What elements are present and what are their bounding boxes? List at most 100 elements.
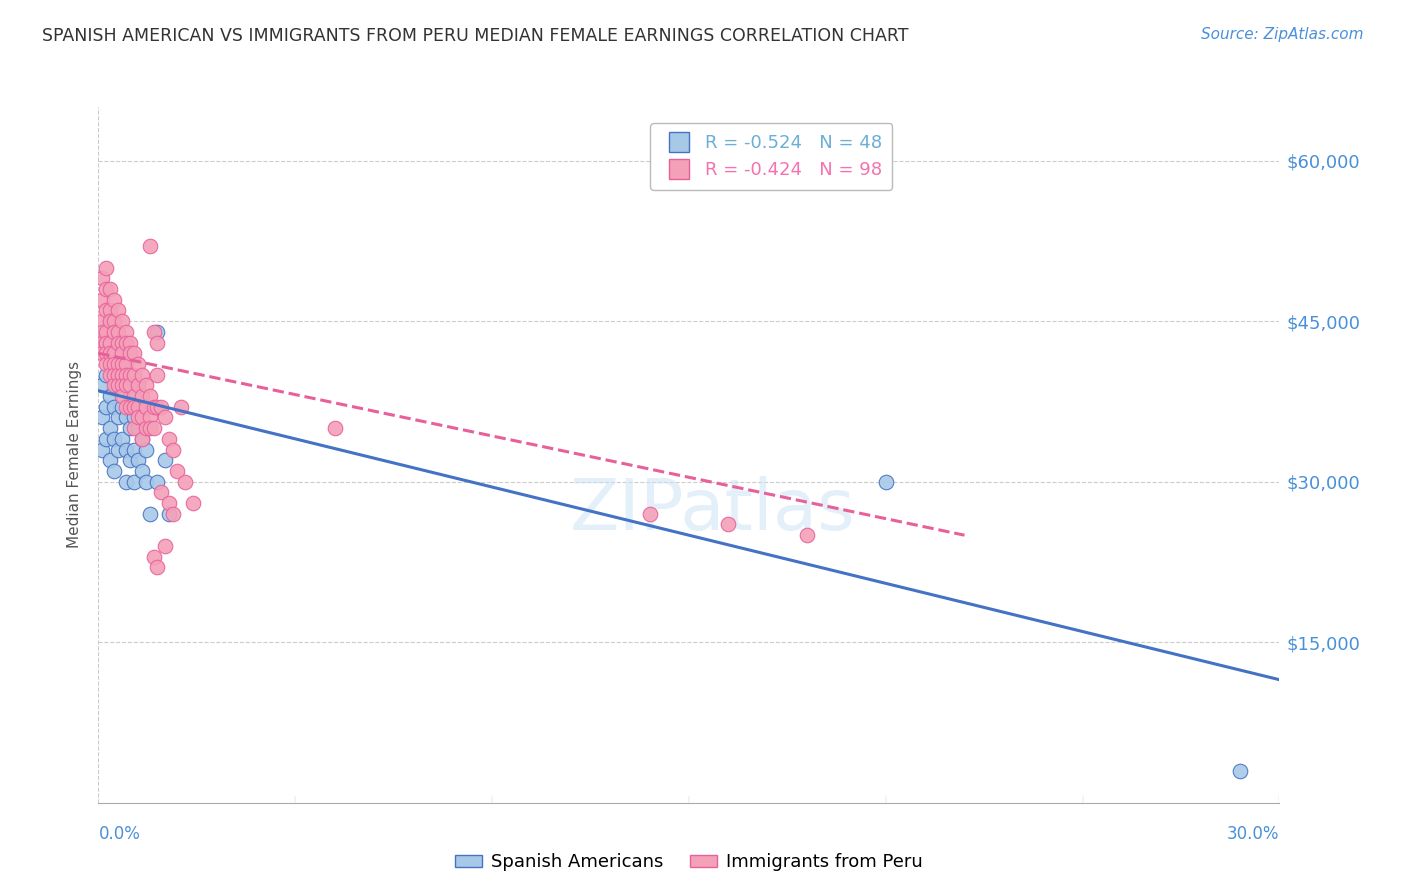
Point — [98, 453, 121, 467]
Point — [98, 314, 121, 328]
Point — [1229, 764, 1251, 778]
Point — [115, 442, 138, 457]
Point — [111, 357, 134, 371]
Point — [127, 421, 149, 435]
Point — [638, 507, 661, 521]
Point — [96, 346, 118, 360]
Point — [111, 357, 134, 371]
Point — [127, 357, 149, 371]
Point — [111, 400, 134, 414]
Point — [166, 464, 188, 478]
Point — [107, 303, 129, 318]
Legend: Spanish Americans, Immigrants from Peru: Spanish Americans, Immigrants from Peru — [447, 847, 931, 879]
Point — [138, 410, 160, 425]
Point — [107, 335, 129, 350]
Point — [115, 475, 138, 489]
Point — [111, 432, 134, 446]
Text: 0.0%: 0.0% — [98, 825, 141, 843]
Point — [98, 303, 121, 318]
Point — [155, 453, 177, 467]
Point — [103, 357, 125, 371]
Point — [122, 368, 145, 382]
Point — [91, 325, 114, 339]
Point — [103, 378, 125, 392]
Point — [146, 400, 169, 414]
Point — [155, 539, 177, 553]
Point — [157, 507, 180, 521]
Legend: R = -0.524   N = 48, R = -0.424   N = 98: R = -0.524 N = 48, R = -0.424 N = 98 — [651, 123, 893, 190]
Point — [103, 325, 125, 339]
Point — [135, 378, 157, 392]
Text: 30.0%: 30.0% — [1227, 825, 1279, 843]
Point — [146, 560, 169, 574]
Point — [115, 335, 138, 350]
Point — [98, 282, 121, 296]
Point — [717, 517, 740, 532]
Point — [115, 410, 138, 425]
Point — [122, 389, 145, 403]
Point — [118, 389, 141, 403]
Point — [96, 335, 118, 350]
Point — [146, 325, 169, 339]
Point — [135, 421, 157, 435]
Point — [155, 410, 177, 425]
Point — [98, 357, 121, 371]
Point — [135, 475, 157, 489]
Point — [122, 442, 145, 457]
Point — [111, 378, 134, 392]
Point — [103, 432, 125, 446]
Point — [91, 442, 114, 457]
Point — [138, 507, 160, 521]
Point — [111, 314, 134, 328]
Point — [98, 368, 121, 382]
Point — [96, 432, 118, 446]
Point — [111, 368, 134, 382]
Point — [127, 400, 149, 414]
Point — [91, 378, 114, 392]
Point — [96, 303, 118, 318]
Point — [115, 400, 138, 414]
Point — [118, 346, 141, 360]
Point — [115, 357, 138, 371]
Point — [131, 464, 153, 478]
Point — [103, 325, 125, 339]
Point — [111, 335, 134, 350]
Point — [115, 368, 138, 382]
Point — [115, 378, 138, 392]
Point — [875, 475, 897, 489]
Point — [323, 421, 346, 435]
Text: Source: ZipAtlas.com: Source: ZipAtlas.com — [1201, 27, 1364, 42]
Point — [107, 357, 129, 371]
Point — [122, 346, 145, 360]
Point — [131, 368, 153, 382]
Point — [96, 400, 118, 414]
Point — [127, 410, 149, 425]
Point — [170, 400, 193, 414]
Point — [103, 293, 125, 307]
Point — [118, 378, 141, 392]
Point — [131, 410, 153, 425]
Point — [118, 335, 141, 350]
Point — [103, 464, 125, 478]
Point — [91, 293, 114, 307]
Point — [107, 378, 129, 392]
Point — [142, 421, 165, 435]
Point — [131, 432, 153, 446]
Point — [131, 432, 153, 446]
Point — [107, 442, 129, 457]
Y-axis label: Median Female Earnings: Median Female Earnings — [67, 361, 83, 549]
Point — [127, 453, 149, 467]
Point — [96, 260, 118, 275]
Point — [91, 410, 114, 425]
Point — [98, 389, 121, 403]
Point — [91, 346, 114, 360]
Point — [122, 421, 145, 435]
Point — [96, 357, 118, 371]
Point — [138, 389, 160, 403]
Point — [96, 282, 118, 296]
Point — [135, 442, 157, 457]
Point — [146, 335, 169, 350]
Point — [98, 314, 121, 328]
Point — [98, 346, 121, 360]
Point — [103, 400, 125, 414]
